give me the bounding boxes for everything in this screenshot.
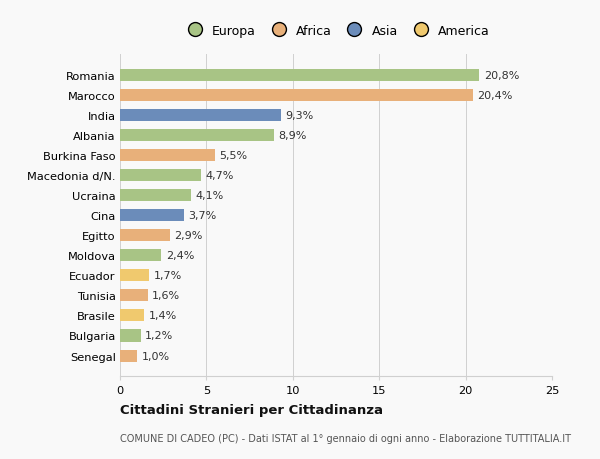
Text: Cittadini Stranieri per Cittadinanza: Cittadini Stranieri per Cittadinanza xyxy=(120,403,383,416)
Text: 1,4%: 1,4% xyxy=(149,311,177,321)
Bar xyxy=(120,290,148,302)
Bar xyxy=(120,90,473,102)
Bar xyxy=(120,250,161,262)
Text: 20,8%: 20,8% xyxy=(484,71,519,81)
Text: 1,2%: 1,2% xyxy=(145,331,173,341)
Bar xyxy=(120,150,215,162)
Text: 20,4%: 20,4% xyxy=(477,91,512,101)
Bar xyxy=(120,110,281,122)
Bar xyxy=(120,270,149,282)
Bar xyxy=(120,130,274,142)
Bar xyxy=(120,310,144,322)
Bar xyxy=(120,350,137,362)
Bar xyxy=(120,190,191,202)
Text: COMUNE DI CADEO (PC) - Dati ISTAT al 1° gennaio di ogni anno - Elaborazione TUTT: COMUNE DI CADEO (PC) - Dati ISTAT al 1° … xyxy=(120,433,571,442)
Bar xyxy=(120,170,201,182)
Text: 4,7%: 4,7% xyxy=(206,171,234,181)
Text: 1,6%: 1,6% xyxy=(152,291,180,301)
Text: 2,9%: 2,9% xyxy=(175,231,203,241)
Text: 4,1%: 4,1% xyxy=(195,191,223,201)
Bar xyxy=(120,230,170,242)
Text: 1,0%: 1,0% xyxy=(142,351,170,361)
Text: 2,4%: 2,4% xyxy=(166,251,194,261)
Text: 1,7%: 1,7% xyxy=(154,271,182,281)
Bar xyxy=(120,210,184,222)
Bar xyxy=(120,70,479,82)
Text: 8,9%: 8,9% xyxy=(278,131,307,141)
Text: 3,7%: 3,7% xyxy=(188,211,217,221)
Bar xyxy=(120,330,141,342)
Legend: Europa, Africa, Asia, America: Europa, Africa, Asia, America xyxy=(177,20,495,43)
Text: 5,5%: 5,5% xyxy=(220,151,247,161)
Text: 9,3%: 9,3% xyxy=(285,111,313,121)
